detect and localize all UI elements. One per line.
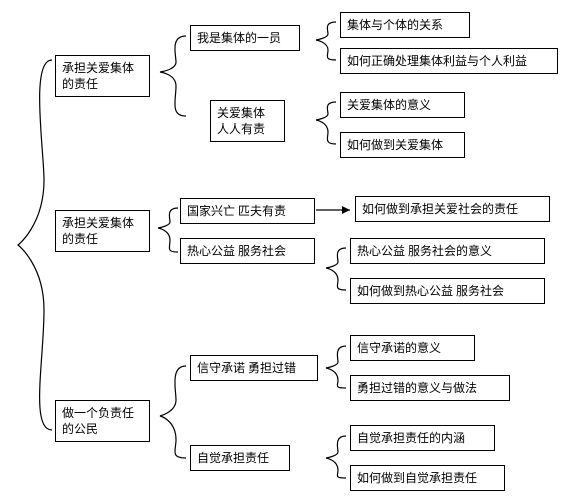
l3-2-label: 如何正确处理集体利益与个人利益 xyxy=(347,54,527,68)
l3-8-label: 信守承诺的意义 xyxy=(357,341,441,355)
l1-1-label: 承担关爱集体的责任 xyxy=(62,61,134,91)
level2-node-6: 自觉承担责任 xyxy=(190,445,290,471)
level1-node-3: 做一个负责任的公民 xyxy=(55,400,150,442)
l2-6-label: 自觉承担责任 xyxy=(197,451,269,465)
brace-l1-1 xyxy=(160,36,186,116)
level3-node-7: 如何做到热心公益 服务社会 xyxy=(350,278,545,304)
l2-4-label: 热心公益 服务社会 xyxy=(187,244,286,258)
level3-node-10: 自觉承担责任的内涵 xyxy=(350,425,495,451)
l3-3-label: 关爱集体的意义 xyxy=(347,98,431,112)
brace-l2-5 xyxy=(326,346,346,388)
l3-7-label: 如何做到热心公益 服务社会 xyxy=(357,284,504,298)
l3-11-label: 如何做到自觉承担责任 xyxy=(357,471,477,485)
level3-node-1: 集体与个体的关系 xyxy=(340,12,470,38)
level3-node-6: 热心公益 服务社会的意义 xyxy=(350,238,545,264)
level2-node-5: 信守承诺 勇担过错 xyxy=(190,355,318,381)
level2-node-4: 热心公益 服务社会 xyxy=(180,238,315,264)
brace-l2-4 xyxy=(326,248,346,290)
l2-3-label: 国家兴亡 匹夫有责 xyxy=(187,204,286,218)
l1-3-label: 做一个负责任的公民 xyxy=(62,406,134,436)
level3-node-9: 勇担过错的意义与做法 xyxy=(350,375,510,401)
root-brace xyxy=(18,60,52,430)
level1-node-1: 承担关爱集体的责任 xyxy=(55,55,150,97)
l3-1-label: 集体与个体的关系 xyxy=(347,18,443,32)
brace-l2-6 xyxy=(326,436,346,478)
brace-l2-2 xyxy=(316,102,336,144)
arrowhead-l2-3 xyxy=(342,206,350,214)
l3-5-label: 如何做到承担关爱社会的责任 xyxy=(362,202,518,216)
level3-node-2: 如何正确处理集体利益与个人利益 xyxy=(340,48,558,74)
level2-node-2: 关爱集体人人有责 xyxy=(210,100,285,142)
brace-l1-2 xyxy=(158,208,178,252)
l3-9-label: 勇担过错的意义与做法 xyxy=(357,381,477,395)
l3-10-label: 自觉承担责任的内涵 xyxy=(357,431,465,445)
level2-node-3: 国家兴亡 匹夫有责 xyxy=(180,198,315,224)
brace-l2-1 xyxy=(316,22,336,60)
level3-node-5: 如何做到承担关爱社会的责任 xyxy=(355,196,550,222)
brace-l1-3 xyxy=(160,366,186,458)
l3-6-label: 热心公益 服务社会的意义 xyxy=(357,244,492,258)
l2-2-label: 关爱集体人人有责 xyxy=(217,106,265,136)
l2-5-label: 信守承诺 勇担过错 xyxy=(197,361,296,375)
level3-node-3: 关爱集体的意义 xyxy=(340,92,465,118)
level3-node-4: 如何做到关爱集体 xyxy=(340,132,465,158)
l2-1-label: 我是集体的一员 xyxy=(197,31,281,45)
l1-2-label: 承担关爱集体的责任 xyxy=(62,216,134,246)
l3-4-label: 如何做到关爱集体 xyxy=(347,138,443,152)
level2-node-1: 我是集体的一员 xyxy=(190,25,300,51)
level3-node-8: 信守承诺的意义 xyxy=(350,335,475,361)
level3-node-11: 如何做到自觉承担责任 xyxy=(350,465,505,491)
level1-node-2: 承担关爱集体的责任 xyxy=(55,210,150,252)
